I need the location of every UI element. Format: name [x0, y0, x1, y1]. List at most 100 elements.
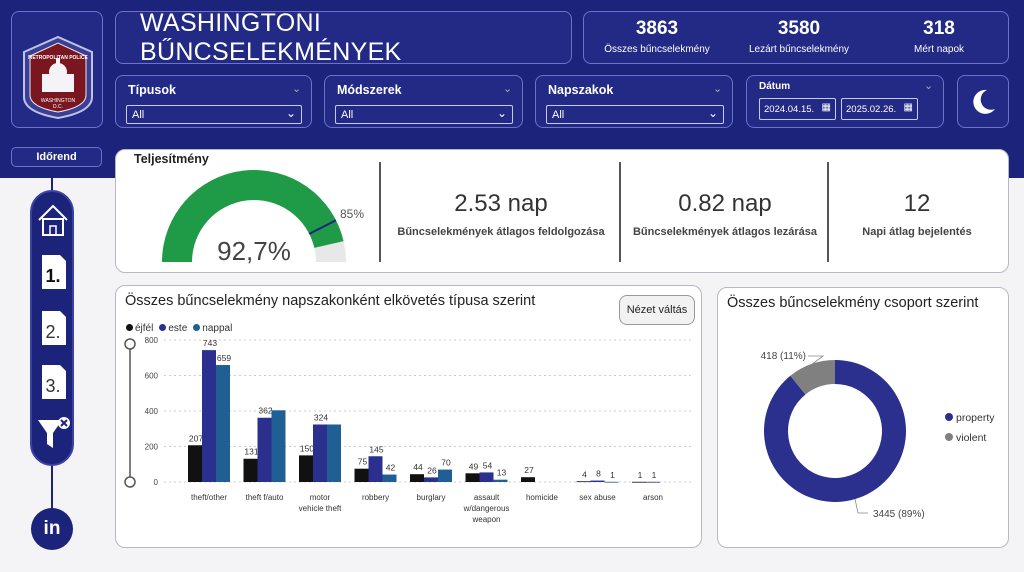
- bar[interactable]: [438, 469, 452, 482]
- bar[interactable]: [632, 481, 646, 483]
- chevron-down-icon[interactable]: ⌄: [713, 83, 723, 95]
- x-tick-label: theft/other: [191, 493, 227, 502]
- legend-dot: [945, 433, 953, 441]
- data-label: 362: [258, 406, 272, 416]
- title-panel: WASHINGTONI BŰNCSELEKMÉNYEK: [115, 8, 572, 66]
- chevron-down-icon[interactable]: ⌄: [503, 83, 513, 95]
- bar[interactable]: [604, 481, 619, 483]
- bar[interactable]: [216, 365, 230, 482]
- metric-processing-label: Bűncselekmények átlagos feldolgozása: [397, 226, 605, 238]
- performance-title: Teljesítmény: [134, 152, 209, 166]
- legend-item-property[interactable]: property: [956, 412, 995, 424]
- x-tick-label: sex abuse: [579, 493, 616, 502]
- donut-chart: 418 (11%) 3445 (89%) property violent: [761, 351, 996, 520]
- svg-text:METROPOLITAN POLICE: METROPOLITAN POLICE: [28, 55, 88, 61]
- kpi-closed-value: 3580: [777, 18, 821, 39]
- bar[interactable]: [646, 481, 660, 483]
- filter-napszakok-select[interactable]: All ⌄: [546, 105, 724, 124]
- performance-gauge: 85% 92,7%: [162, 170, 364, 266]
- donut-slice-violent[interactable]: [790, 360, 835, 395]
- x-tick-label: weapon: [471, 515, 500, 524]
- calendar-icon[interactable]: ▦: [821, 102, 831, 113]
- bar[interactable]: [188, 445, 202, 482]
- separator: [379, 162, 381, 262]
- bar[interactable]: [313, 424, 327, 482]
- bar[interactable]: [424, 477, 438, 482]
- bar[interactable]: [368, 456, 383, 482]
- chevron-down-icon[interactable]: ⌄: [292, 83, 302, 95]
- bar[interactable]: [257, 417, 272, 482]
- clear-filter-icon[interactable]: [36, 414, 70, 454]
- bar[interactable]: [202, 350, 216, 482]
- view-toggle-button[interactable]: Nézet váltás: [619, 295, 695, 325]
- gauge-fill: [162, 170, 344, 262]
- bar[interactable]: [327, 424, 341, 482]
- kpi-total-label: Összes bűncselekmény: [604, 44, 710, 55]
- kpi-closed-label: Lezárt bűncselekmény: [748, 44, 850, 55]
- kpi-days: 318 Mért napok: [884, 18, 994, 55]
- data-label: 324: [314, 412, 328, 422]
- filter-napszakok-value: All: [552, 109, 565, 121]
- idorend-button[interactable]: Időrend: [11, 147, 102, 167]
- data-label: 1: [638, 470, 643, 480]
- svg-text:2.: 2.: [45, 322, 60, 342]
- linkedin-icon[interactable]: in: [31, 508, 73, 550]
- range-slider-handle[interactable]: [124, 476, 136, 488]
- page-2-icon[interactable]: 2.: [36, 308, 70, 348]
- filter-modszerek-value: All: [341, 109, 354, 121]
- bar[interactable]: [382, 474, 397, 482]
- page-1-icon[interactable]: 1.: [36, 252, 70, 292]
- bar[interactable]: [271, 410, 286, 482]
- theme-toggle-button[interactable]: [957, 75, 1009, 128]
- data-label: 54: [483, 460, 493, 470]
- bar-chart-title: Összes bűncselekmény napszakonként elköv…: [125, 293, 536, 309]
- home-icon[interactable]: [36, 200, 70, 240]
- bar[interactable]: [493, 479, 508, 482]
- bar[interactable]: [479, 472, 494, 482]
- bar[interactable]: [299, 455, 313, 482]
- metric-daily: 12 Napi átlag bejelentés: [832, 190, 1002, 238]
- filter-modszerek-select[interactable]: All ⌄: [335, 105, 513, 124]
- page-title: WASHINGTONI BŰNCSELEKMÉNYEK: [140, 8, 402, 66]
- date-to-input[interactable]: 2025.02.26. ▦: [841, 98, 918, 120]
- chevron-down-icon[interactable]: ⌄: [924, 80, 934, 92]
- filter-datum: Dátum ⌄ 2024.04.15. ▦ 2025.02.26. ▦: [746, 75, 944, 128]
- x-tick-label: robbery: [362, 493, 389, 502]
- bar[interactable]: [465, 473, 480, 482]
- bar[interactable]: [243, 458, 258, 482]
- legend-item-violent[interactable]: violent: [956, 432, 986, 444]
- metric-closing-label: Bűncselekmények átlagos lezárása: [632, 226, 818, 238]
- range-slider-handle[interactable]: [124, 338, 136, 350]
- bar[interactable]: [576, 481, 591, 483]
- data-label: 49: [469, 461, 479, 471]
- date-from-input[interactable]: 2024.04.15. ▦: [759, 98, 836, 120]
- legend-item-este[interactable]: este: [159, 323, 187, 334]
- filter-napszakok: Napszakok ⌄ All ⌄: [535, 75, 733, 128]
- donut-chart-card: Összes bűncselekmény csoport szerint 418…: [717, 287, 1009, 548]
- legend-item-ejfel[interactable]: éjfél: [126, 323, 153, 334]
- page-3-icon[interactable]: 3.: [36, 362, 70, 402]
- metric-daily-label: Napi átlag bejelentés: [862, 226, 972, 238]
- donut-chart-title: Összes bűncselekmény csoport szerint: [727, 295, 979, 311]
- calendar-icon[interactable]: ▦: [903, 102, 913, 113]
- kpi-panel: 3863 Összes bűncselekmény 3580 Lezárt bű…: [583, 11, 1009, 64]
- bar[interactable]: [521, 477, 535, 482]
- legend-item-nappal[interactable]: nappal: [193, 323, 232, 334]
- data-label: 27: [524, 465, 534, 475]
- bar-chart: 0200400600800207743659theft/other131362t…: [124, 336, 691, 524]
- leader-line: [854, 498, 868, 514]
- logo-panel: METROPOLITAN POLICE WASHINGTON D.C.: [11, 11, 103, 128]
- kpi-closed: 3580 Lezárt bűncselekmény: [734, 18, 864, 55]
- filter-datum-label: Dátum: [759, 81, 791, 92]
- bar[interactable]: [354, 468, 369, 482]
- y-tick-label: 200: [145, 443, 159, 452]
- x-tick-label: arson: [643, 493, 663, 502]
- donut-slice-property[interactable]: [764, 360, 906, 502]
- filter-tipusok-select[interactable]: All ⌄: [126, 105, 302, 124]
- bar[interactable]: [410, 474, 424, 482]
- x-tick-label: motor: [310, 493, 331, 502]
- data-label: 13: [497, 468, 507, 478]
- dropdown-arrow-icon: ⌄: [707, 106, 718, 120]
- gauge-value: 92,7%: [217, 236, 291, 266]
- bar[interactable]: [590, 480, 605, 482]
